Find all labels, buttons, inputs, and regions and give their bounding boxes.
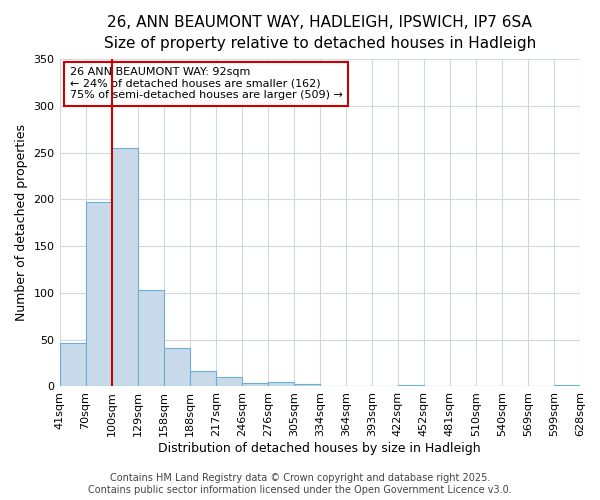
Bar — [112, 148, 137, 386]
Bar — [190, 370, 215, 386]
Bar — [215, 377, 242, 386]
Y-axis label: Number of detached properties: Number of detached properties — [15, 124, 28, 322]
Bar — [86, 202, 112, 386]
Bar — [137, 290, 164, 386]
Bar — [242, 382, 268, 386]
Bar — [164, 348, 190, 387]
Text: Contains HM Land Registry data © Crown copyright and database right 2025.
Contai: Contains HM Land Registry data © Crown c… — [88, 474, 512, 495]
Bar — [554, 384, 580, 386]
Bar — [268, 382, 294, 386]
Bar — [59, 342, 86, 386]
Title: 26, ANN BEAUMONT WAY, HADLEIGH, IPSWICH, IP7 6SA
Size of property relative to de: 26, ANN BEAUMONT WAY, HADLEIGH, IPSWICH,… — [104, 15, 536, 51]
X-axis label: Distribution of detached houses by size in Hadleigh: Distribution of detached houses by size … — [158, 442, 481, 455]
Bar — [294, 384, 320, 386]
Bar — [398, 384, 424, 386]
Text: 26 ANN BEAUMONT WAY: 92sqm
← 24% of detached houses are smaller (162)
75% of sem: 26 ANN BEAUMONT WAY: 92sqm ← 24% of deta… — [70, 68, 343, 100]
